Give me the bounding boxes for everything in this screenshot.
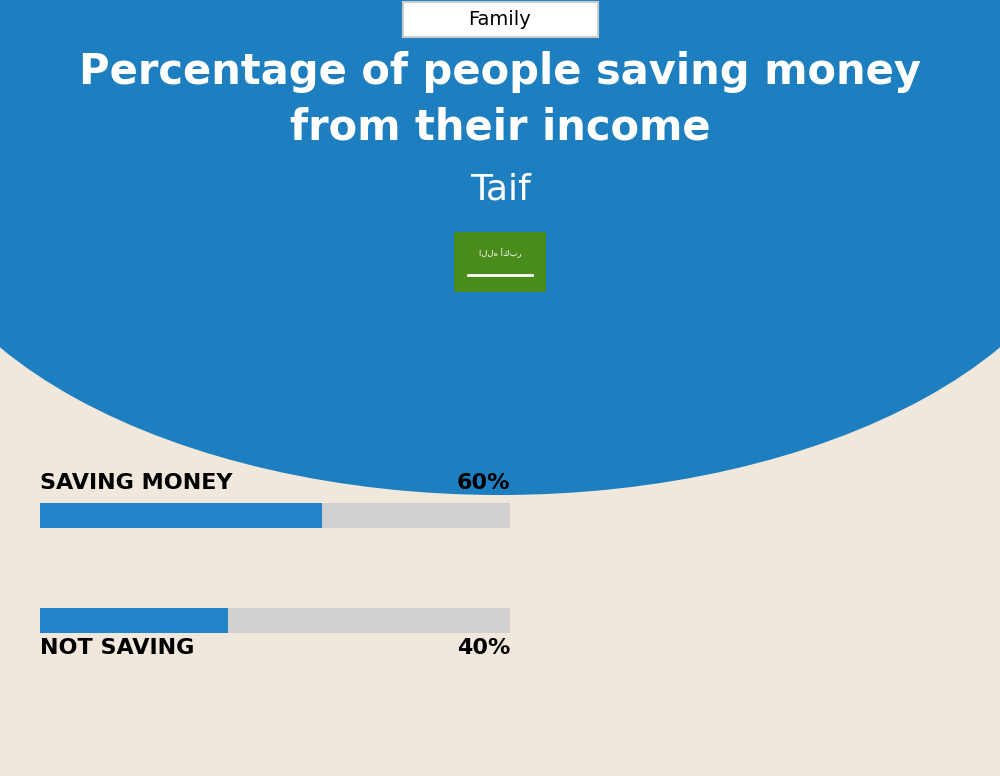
Ellipse shape	[0, 0, 1000, 495]
FancyBboxPatch shape	[40, 503, 510, 528]
Text: 60%: 60%	[456, 473, 510, 493]
Text: Family: Family	[469, 10, 531, 29]
FancyBboxPatch shape	[402, 2, 598, 37]
Text: Taif: Taif	[470, 173, 530, 207]
Text: Percentage of people saving money: Percentage of people saving money	[79, 51, 921, 93]
FancyBboxPatch shape	[40, 503, 322, 528]
Text: SAVING MONEY: SAVING MONEY	[40, 473, 232, 493]
Text: الله أكبر: الله أكبر	[479, 248, 521, 258]
Text: 40%: 40%	[457, 638, 510, 658]
FancyBboxPatch shape	[40, 608, 510, 633]
Text: from their income: from their income	[290, 107, 710, 149]
Text: NOT SAVING: NOT SAVING	[40, 638, 194, 658]
FancyBboxPatch shape	[40, 608, 228, 633]
FancyBboxPatch shape	[454, 232, 546, 292]
